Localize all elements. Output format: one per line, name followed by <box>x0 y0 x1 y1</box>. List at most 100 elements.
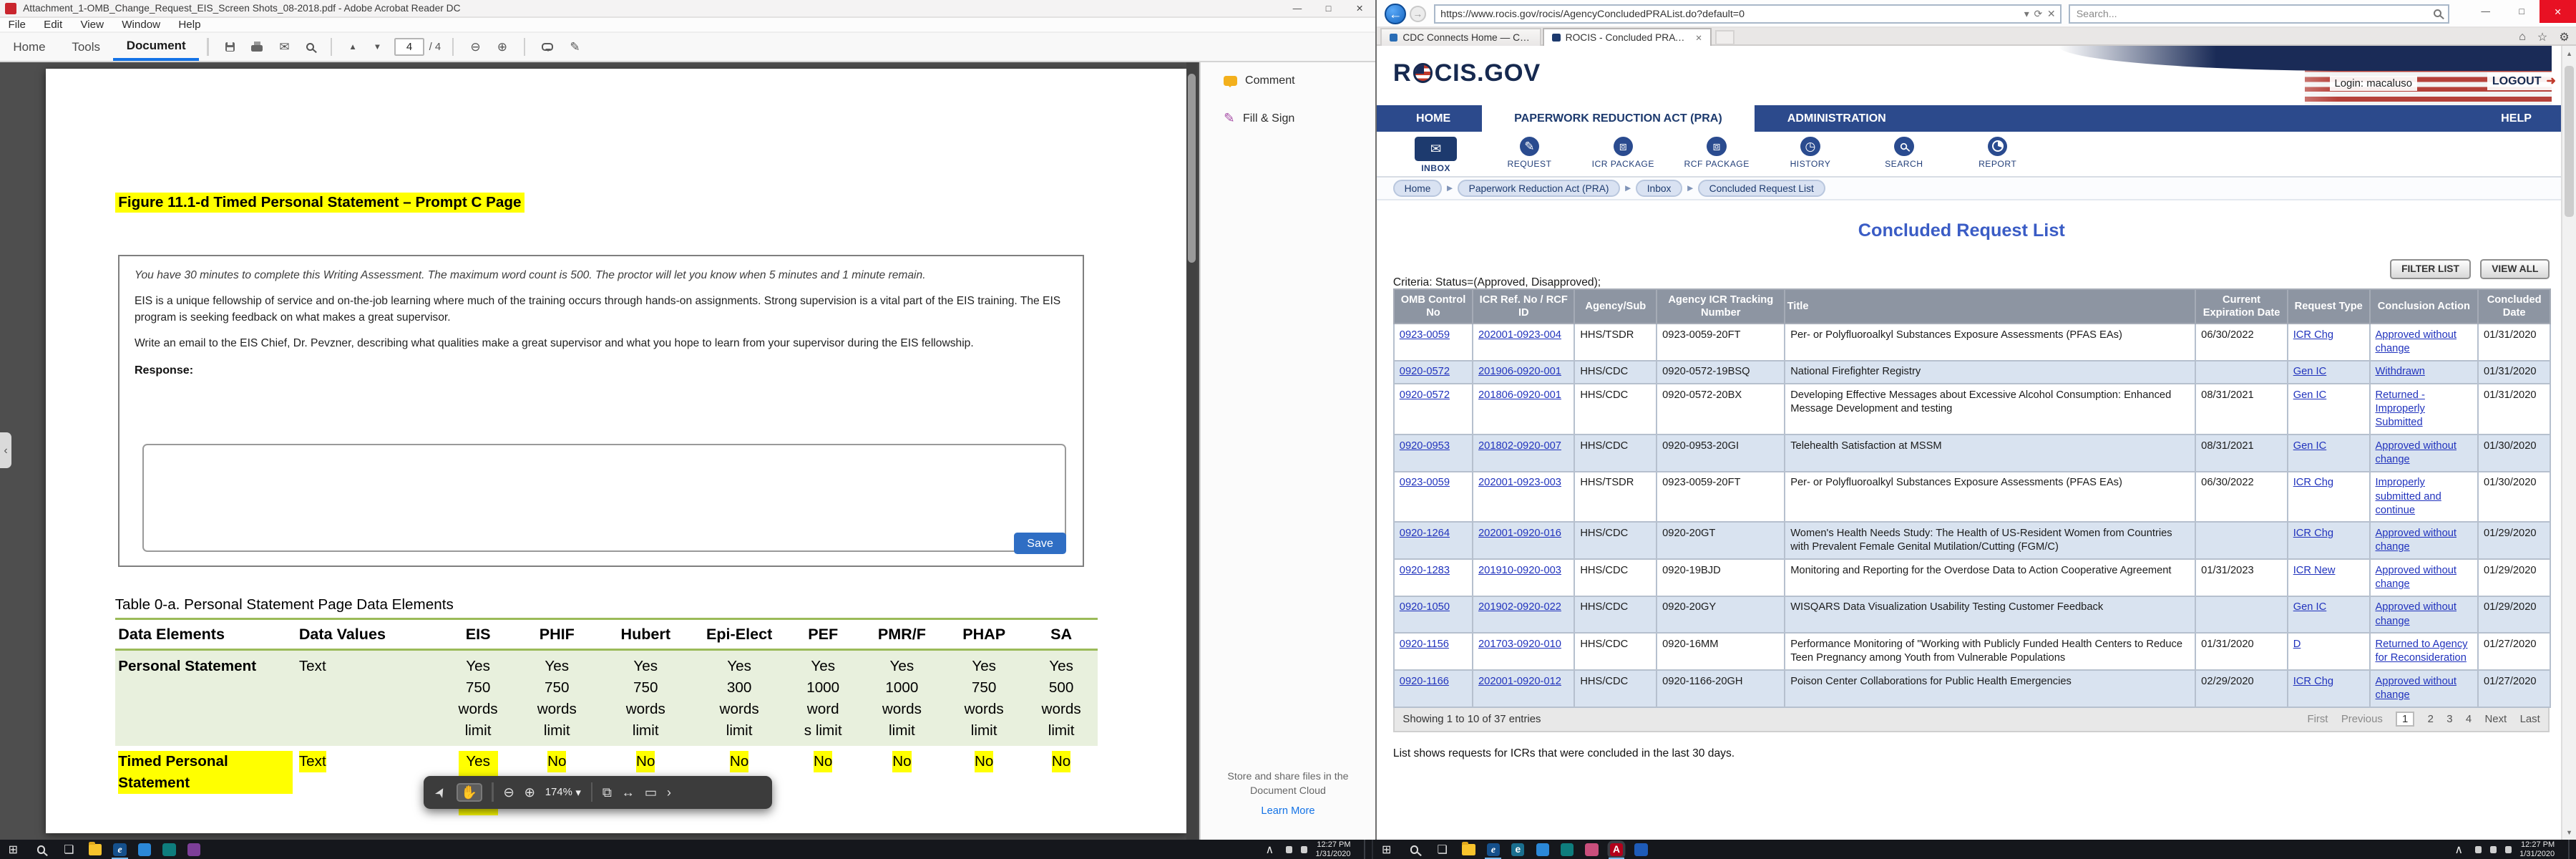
column-header[interactable]: Agency ICR Tracking Number <box>1656 288 1786 325</box>
cell-link[interactable]: 202001-0920-016 <box>1478 528 1561 540</box>
collapse-icon[interactable] <box>667 785 671 800</box>
save-button[interactable]: Save <box>1013 533 1067 554</box>
breadcrumb-pra[interactable]: Paperwork Reduction Act (PRA) <box>1457 180 1621 197</box>
select-tool-icon[interactable] <box>435 785 446 800</box>
cell-link[interactable]: Returned to Agency for Reconsideration <box>2375 639 2468 664</box>
cell-link[interactable]: Approved without change <box>2375 601 2457 627</box>
pinned-app-icon[interactable] <box>1585 843 1599 857</box>
tray-icon[interactable] <box>1286 846 1293 853</box>
menu-edit[interactable]: Edit <box>44 19 63 31</box>
cell-link[interactable]: 201906-0920-001 <box>1478 366 1561 378</box>
acrobat-titlebar[interactable]: Attachment_1-OMB_Change_Request_EIS_Scre… <box>0 0 1375 19</box>
pinned-app-icon[interactable] <box>1536 843 1549 857</box>
menu-file[interactable]: File <box>8 19 26 31</box>
show-desktop-button[interactable] <box>1363 840 1367 859</box>
start-button[interactable] <box>1378 840 1395 859</box>
cell-link[interactable]: ICR Chg <box>2293 477 2334 489</box>
two-page-icon[interactable] <box>602 785 612 800</box>
column-header[interactable]: Current Expiration Date <box>2195 288 2288 325</box>
learn-more-link[interactable]: Learn More <box>1261 805 1315 817</box>
cell-link[interactable]: 0920-1050 <box>1399 601 1450 613</box>
pagination-last[interactable]: Last <box>2519 713 2540 726</box>
cell-link[interactable]: 202001-0923-004 <box>1478 329 1561 341</box>
refresh-icon[interactable] <box>2034 9 2042 20</box>
cell-link[interactable]: 0920-0572 <box>1399 366 1450 378</box>
scroll-up-arrow[interactable]: ▲ <box>2565 49 2573 57</box>
scroll-down-arrow[interactable]: ▼ <box>2565 828 2573 836</box>
zoom-out-icon[interactable] <box>470 39 480 54</box>
nav-help[interactable]: HELP <box>2501 111 2532 125</box>
column-header[interactable]: Title <box>1784 288 2197 325</box>
toolbar-request[interactable]: REQUEST <box>1497 136 1563 169</box>
pdf-vertical-scrollbar[interactable] <box>1186 62 1198 840</box>
show-desktop-button[interactable] <box>2567 840 2572 859</box>
tab-close-icon[interactable] <box>1695 33 1702 43</box>
filter-list-button[interactable]: FILTER LIST <box>2390 258 2471 280</box>
star-icon[interactable] <box>2537 30 2547 44</box>
pen-tool-icon[interactable] <box>570 39 580 54</box>
tab-tools[interactable]: Tools <box>72 39 100 54</box>
save-icon[interactable] <box>225 42 235 52</box>
acrobat-icon[interactable] <box>1608 843 1625 859</box>
pagination-page-1[interactable]: 1 <box>2396 712 2415 727</box>
nav-home[interactable]: HOME <box>1416 111 1451 125</box>
cell-link[interactable]: ICR Chg <box>2293 329 2334 341</box>
tab-home[interactable]: Home <box>13 39 46 54</box>
toolbar-report[interactable]: REPORT <box>1965 136 2031 169</box>
single-page-icon[interactable] <box>645 785 657 800</box>
start-button[interactable] <box>5 840 21 859</box>
cell-link[interactable]: 0923-0059 <box>1399 329 1450 341</box>
cell-link[interactable]: 201802-0920-007 <box>1478 440 1561 452</box>
pinned-app-icon[interactable] <box>137 843 152 857</box>
zoom-level-label[interactable]: 174% <box>545 786 572 799</box>
pinned-app-icon[interactable] <box>162 843 176 857</box>
breadcrumb-home[interactable]: Home <box>1392 180 1443 197</box>
page-down-icon[interactable] <box>374 43 381 52</box>
cell-link[interactable]: 0920-1264 <box>1399 528 1450 540</box>
address-bar[interactable]: https://www.rocis.gov/rocis/AgencyConclu… <box>1434 4 2062 24</box>
toolbar-history[interactable]: HISTORY <box>1777 136 1843 169</box>
pagination-first[interactable]: First <box>2307 713 2328 726</box>
stop-icon[interactable] <box>2047 9 2056 20</box>
taskbar-clock[interactable]: 12:27 PM 1/31/2020 <box>1315 840 1351 858</box>
cell-link[interactable]: Improperly submitted and continue <box>2375 477 2441 516</box>
cell-link[interactable]: 0923-0059 <box>1399 477 1450 489</box>
toolbar-search[interactable]: SEARCH <box>1871 136 1937 169</box>
taskbar-search-button[interactable] <box>33 840 49 859</box>
cell-link[interactable]: 202001-0923-003 <box>1478 477 1561 489</box>
cell-link[interactable]: ICR Chg <box>2293 528 2334 540</box>
page-up-icon[interactable] <box>348 43 356 52</box>
tray-icon[interactable] <box>2489 846 2497 853</box>
column-header[interactable]: Request Type <box>2286 288 2371 325</box>
pdf-document-area[interactable]: Figure 11.1-d Timed Personal Statement –… <box>0 62 1199 840</box>
dropdown-icon[interactable] <box>2024 9 2029 20</box>
cell-link[interactable]: 0920-1166 <box>1399 675 1449 687</box>
pagination-page-3[interactable]: 3 <box>2446 713 2453 726</box>
cell-link[interactable]: Approved without change <box>2375 528 2457 553</box>
column-header[interactable]: Conclusion Action <box>2368 288 2479 325</box>
ie-icon[interactable] <box>1485 843 1502 859</box>
explorer-icon[interactable] <box>88 841 102 856</box>
zoom-in-icon[interactable] <box>525 785 535 800</box>
task-view-button[interactable] <box>1434 840 1450 859</box>
cell-link[interactable]: Withdrawn <box>2375 366 2425 378</box>
cell-link[interactable]: 0920-0953 <box>1399 440 1450 452</box>
cell-link[interactable]: 201902-0920-022 <box>1478 601 1561 613</box>
edge-icon[interactable] <box>1511 843 1525 857</box>
menu-window[interactable]: Window <box>122 19 161 31</box>
cell-link[interactable]: Gen IC <box>2293 389 2327 402</box>
dropdown-icon[interactable] <box>575 786 580 799</box>
pagination-previous[interactable]: Previous <box>2341 713 2383 726</box>
maximize-button[interactable] <box>1313 0 1345 16</box>
cell-link[interactable]: 0920-1156 <box>1399 639 1449 651</box>
cell-link[interactable]: ICR Chg <box>2293 675 2334 687</box>
minimize-button[interactable] <box>1282 0 1313 16</box>
toolbar-inbox[interactable]: INBOX <box>1403 136 1469 173</box>
taskbar-clock[interactable]: 12:27 PM 1/31/2020 <box>2519 840 2555 858</box>
pinned-app-icon[interactable] <box>187 843 200 857</box>
pagination-page-2[interactable]: 2 <box>2427 713 2434 726</box>
maximize-button[interactable] <box>2504 0 2540 23</box>
url-text[interactable]: https://www.rocis.gov/rocis/AgencyConclu… <box>1440 8 1745 20</box>
close-button[interactable] <box>1344 0 1375 16</box>
cell-link[interactable]: Gen IC <box>2293 366 2327 378</box>
